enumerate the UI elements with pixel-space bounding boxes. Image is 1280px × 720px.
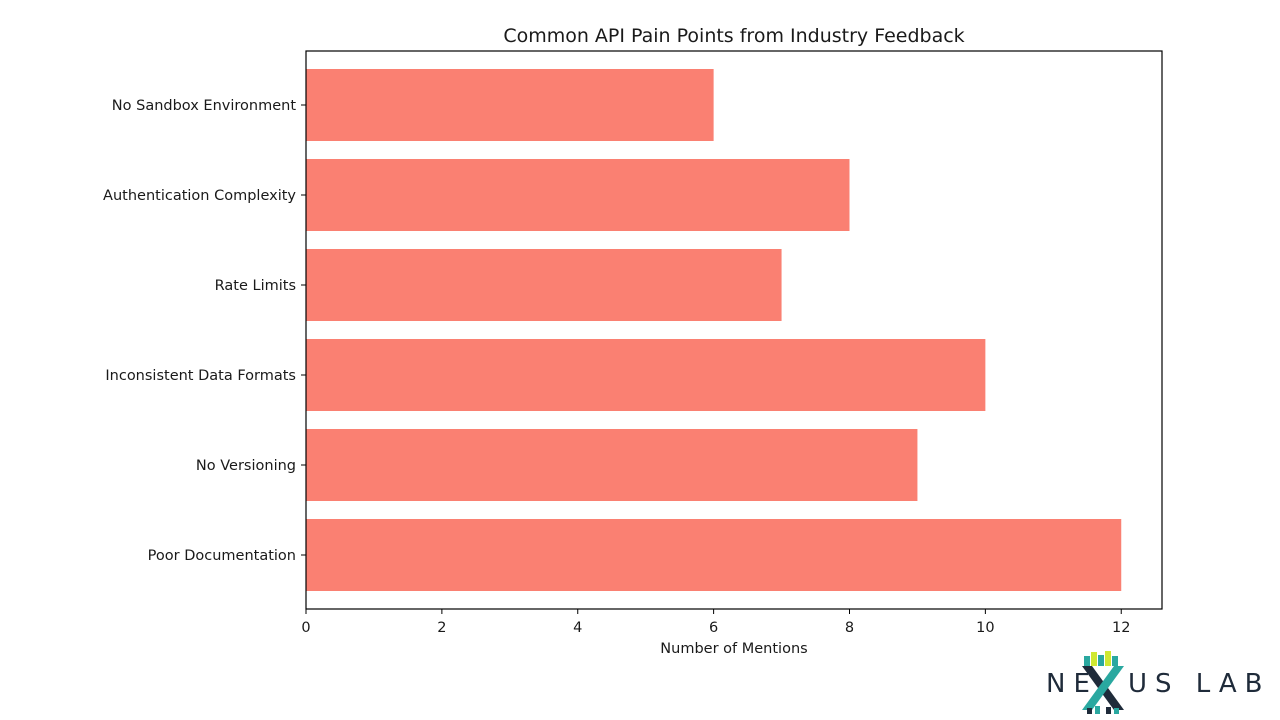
x-tick-label: 2: [437, 620, 446, 636]
x-tick-label: 8: [845, 620, 854, 636]
nexus-labs-logo: NE US LABS: [1046, 651, 1264, 714]
y-tick-label: No Versioning: [196, 458, 296, 474]
bars-group: [306, 69, 1122, 591]
y-tick-label: No Sandbox Environment: [112, 98, 297, 114]
y-tick-label: Authentication Complexity: [103, 188, 296, 204]
bar: [306, 69, 714, 141]
bar: [306, 429, 918, 501]
plot-frame: [305, 50, 1163, 610]
x-tick-label: 6: [709, 620, 718, 636]
y-tick-label: Inconsistent Data Formats: [105, 368, 296, 384]
y-tick-label: Rate Limits: [215, 278, 296, 294]
chart-title: Common API Pain Points from Industry Fee…: [503, 25, 964, 47]
y-tick-label: Poor Documentation: [148, 548, 296, 564]
x-axis: 0 2 4 6 8 10 12: [301, 609, 1130, 636]
x-tick-label: 10: [976, 620, 994, 636]
x-tick-label: 0: [301, 620, 310, 636]
x-axis-label: Number of Mentions: [660, 641, 807, 657]
x-tick-label: 4: [573, 620, 582, 636]
bar: [306, 339, 986, 411]
x-tick-label: 12: [1112, 620, 1130, 636]
logo-text-right: US LABS: [1128, 669, 1264, 699]
y-axis: Poor Documentation No Versioning Inconsist…: [103, 98, 306, 564]
bar: [306, 159, 850, 231]
bar: [306, 249, 782, 321]
bar: [306, 519, 1122, 591]
logo-text-left: NE: [1046, 669, 1098, 699]
logo-x-emblem-icon: [1082, 651, 1124, 714]
